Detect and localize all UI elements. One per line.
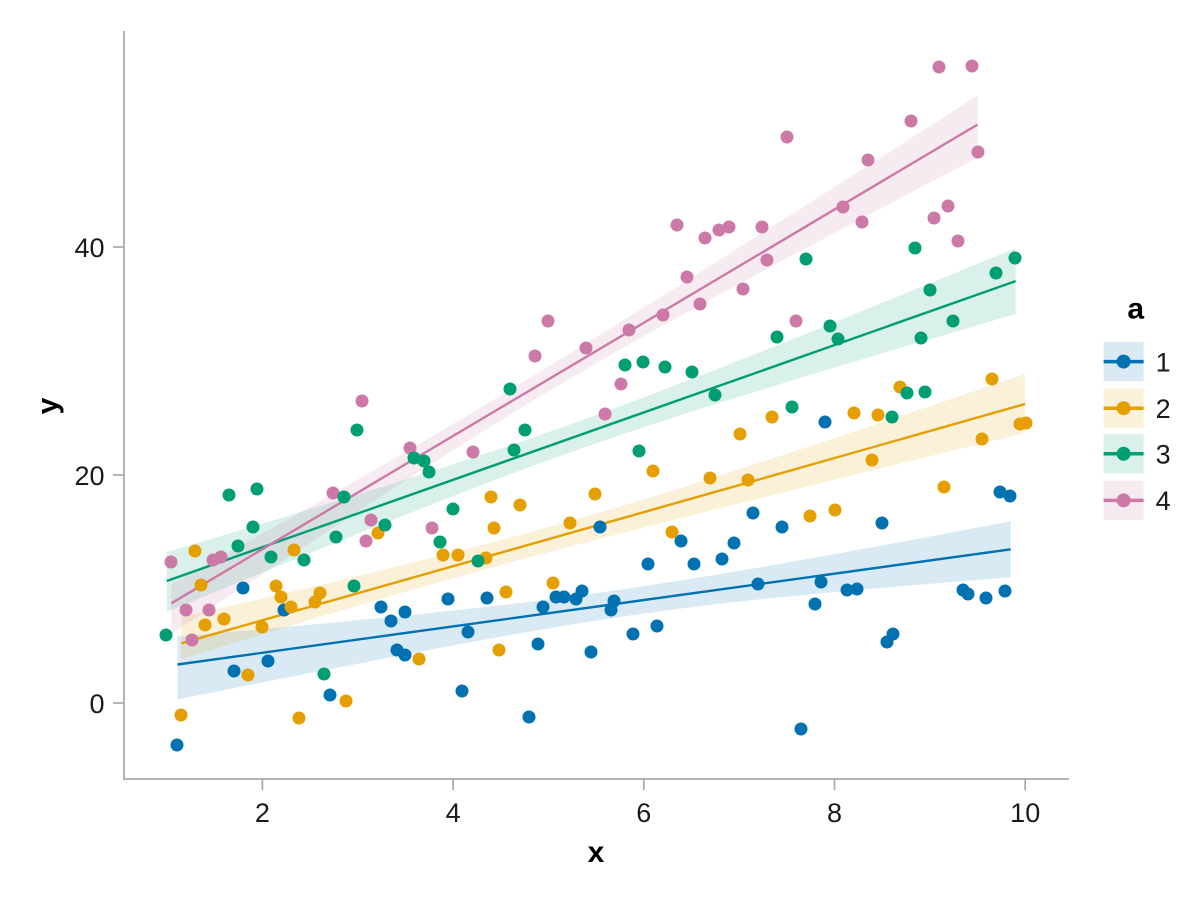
svg-text:y: y	[32, 397, 65, 414]
svg-text:3: 3	[1156, 440, 1171, 470]
svg-text:40: 40	[74, 233, 104, 263]
svg-text:20: 20	[74, 461, 104, 491]
svg-text:2: 2	[1156, 394, 1171, 424]
svg-text:x: x	[588, 836, 605, 869]
svg-text:10: 10	[1010, 798, 1040, 828]
svg-text:2: 2	[255, 798, 270, 828]
svg-text:4: 4	[446, 798, 461, 828]
svg-text:1: 1	[1156, 347, 1171, 377]
svg-text:6: 6	[636, 798, 651, 828]
svg-text:0: 0	[89, 689, 104, 719]
svg-text:8: 8	[827, 798, 842, 828]
svg-text:4: 4	[1156, 486, 1171, 516]
svg-text:a: a	[1127, 293, 1144, 326]
